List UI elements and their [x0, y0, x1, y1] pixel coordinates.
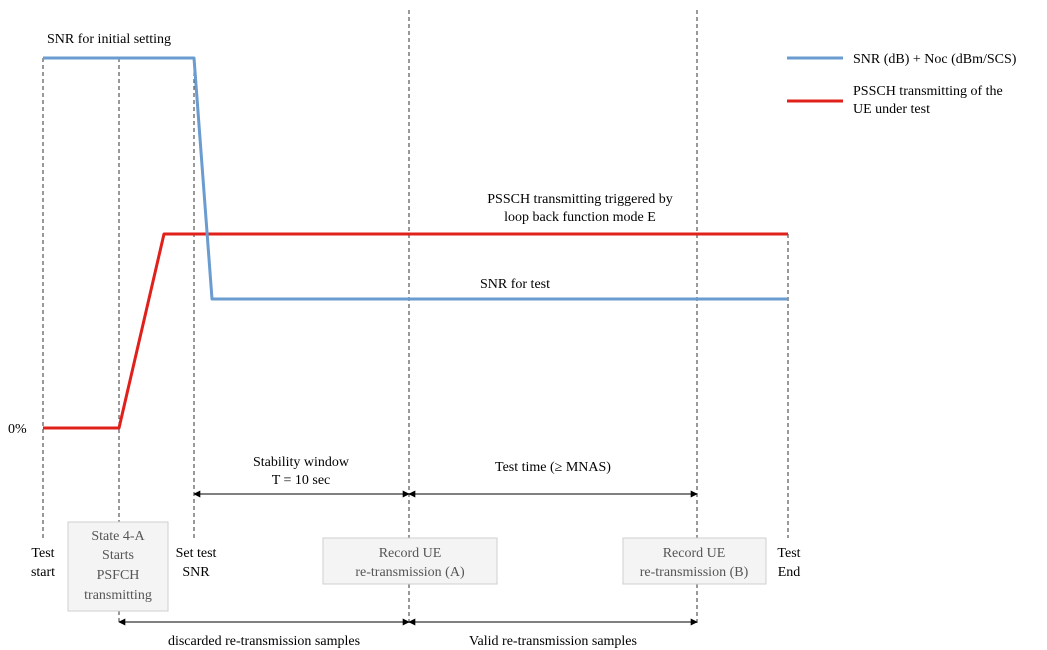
state-4a-line3: PSFCH: [97, 568, 140, 583]
record-b-line1: Record UE: [663, 546, 726, 561]
set-test-snr-line2: SNR: [182, 565, 210, 580]
record-a-box: [322, 537, 498, 585]
stability-window-line1: Stability window: [253, 455, 350, 470]
pssch-curve: [43, 232, 788, 430]
valid-samples-label: Valid re-transmission samples: [469, 634, 637, 649]
test-end-line1: Test: [777, 546, 800, 561]
record-b-line2: re-transmission (B): [640, 565, 749, 580]
state-4a-line4: transmitting: [84, 588, 152, 603]
test-end-line2: End: [778, 565, 801, 580]
stability-window-line2: T = 10 sec: [272, 473, 331, 488]
pssch-label-line2: loop back function mode E: [504, 210, 656, 225]
pssch-label-line1: PSSCH transmitting triggered by: [487, 192, 673, 207]
set-test-snr-line1: Set test: [176, 546, 217, 561]
snr-initial-label: SNR for initial setting: [47, 32, 171, 47]
state-4a-box: [67, 521, 169, 612]
state-4a-line2: Starts: [102, 548, 134, 563]
record-b-box: [622, 537, 767, 585]
record-a-line2: re-transmission (A): [355, 565, 465, 580]
state-4a-line1: State 4-A: [91, 529, 145, 544]
snr-test-label: SNR for test: [480, 277, 550, 292]
discarded-samples-label: discarded re-transmission samples: [168, 634, 360, 649]
record-a-line1: Record UE: [379, 546, 442, 561]
legend-red-label-line2: UE under test: [853, 102, 930, 117]
legend-blue-label: SNR (dB) + Noc (dBm/SCS): [853, 52, 1017, 67]
legend-red-label-line1: PSSCH transmitting of the: [853, 84, 1003, 99]
snr-curve: [43, 56, 788, 301]
test-start-label-line2: start: [31, 565, 55, 580]
zero-percent-label: 0%: [8, 422, 27, 437]
test-time-label: Test time (≥ MNAS): [495, 460, 611, 475]
test-start-label-line1: Test: [31, 546, 54, 561]
